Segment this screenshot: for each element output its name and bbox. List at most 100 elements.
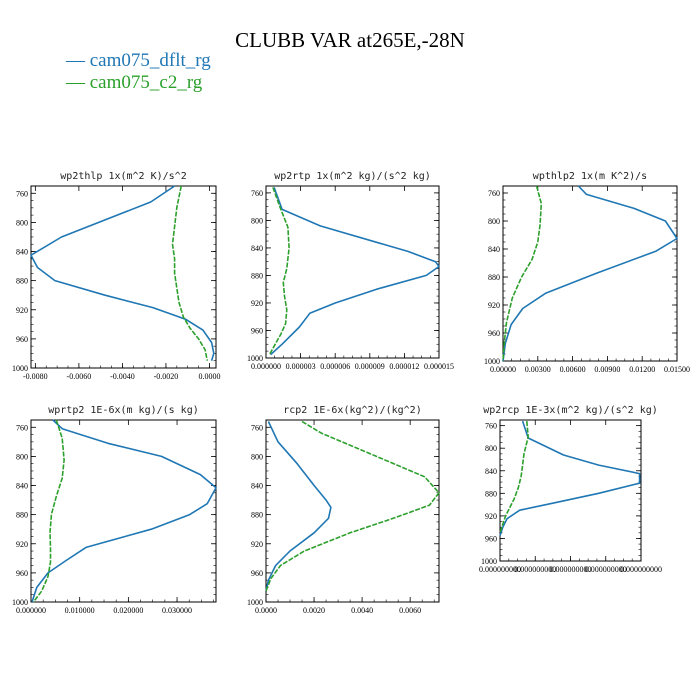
y-tick-label: 880 [485, 489, 497, 498]
x-tick-label: -0.0040 [110, 372, 135, 381]
x-tick-label: 0.000009 [355, 362, 385, 371]
panel-5: wp2rcp 1E-3x(m^2 kg)/(s^2 kg) 760 800 840 88… [479, 405, 662, 574]
x-tick-label: 0.00300 [525, 365, 551, 374]
chart-main-title: CLUBB VAR at265E,-28N [235, 28, 465, 52]
y-tick-label: 920 [251, 299, 263, 308]
x-tick-label: 0.01500 [664, 365, 690, 374]
x-tick-label: 0.000000000 [585, 565, 627, 574]
y-tick-label: 840 [488, 245, 500, 254]
x-tick-label: -0.0020 [154, 372, 179, 381]
y-tick-label: 1000 [12, 364, 28, 373]
y-tick-label: 840 [251, 244, 263, 253]
plot-frame [265, 185, 440, 359]
series-line-cam075_dflt_rg [30, 185, 215, 361]
series-line-cam075_dflt_rg [502, 185, 678, 362]
x-tick-label: 0.0000 [198, 372, 220, 381]
legend-entry-dflt: — cam075_dflt_rg [66, 50, 211, 71]
y-tick-label: 840 [251, 482, 263, 491]
y-tick-label: 880 [251, 511, 263, 520]
y-tick-label: 840 [485, 467, 497, 476]
panel-3: wprtp2 1E-6x(m kg)/(s kg) 760 800 840 880 920… [12, 405, 217, 615]
y-tick-label: 960 [251, 326, 263, 335]
panel-1: wp2rtp 1x(m^2 kg)/(s^2 kg) 760 800 840 880 92… [247, 171, 454, 371]
series-line-cam075_c2_rg [265, 420, 440, 592]
y-tick-label: 760 [251, 423, 263, 432]
x-tick-label: 0.020000 [113, 606, 143, 615]
x-tick-label: 0.00900 [594, 365, 620, 374]
y-tick-label: 960 [488, 329, 500, 338]
series-line-cam075_c2_rg [499, 421, 530, 534]
series-line-cam075_c2_rg [502, 185, 543, 362]
y-tick-label: 920 [16, 540, 28, 549]
panel-title: wp2rcp 1E-3x(m^2 kg)/(s^2 kg) [483, 405, 658, 416]
panel-title: wpthlp2 1x(m K^2)/s [533, 171, 647, 182]
series-line-cam075_c2_rg [268, 187, 290, 355]
plot-frame [502, 185, 678, 362]
plot-frame [30, 185, 217, 369]
x-tick-label: 0.0020 [303, 606, 325, 615]
x-tick-label: 0.000003 [286, 362, 316, 371]
series-line-cam075_dflt_rg [265, 421, 332, 592]
y-tick-label: 840 [16, 482, 28, 491]
plot-frame [30, 419, 217, 603]
y-tick-label: 880 [16, 511, 28, 520]
panel-4: rcp2 1E-6x(kg^2)/(kg^2) 760 800 840 880 920 96… [247, 405, 440, 615]
series-line-cam075_c2_rg [32, 419, 65, 603]
series-line-cam075_c2_rg [171, 185, 209, 361]
panel-title: rcp2 1E-6x(kg^2)/(kg^2) [283, 405, 421, 416]
x-tick-label: 0.000012 [389, 362, 419, 371]
y-tick-label: 960 [16, 335, 28, 344]
x-tick-label: 0.000000000 [479, 565, 521, 574]
x-tick-label: 0.0000 [255, 606, 277, 615]
y-tick-label: 1000 [247, 354, 263, 363]
y-tick-label: 760 [251, 189, 263, 198]
x-tick-label: 0.010000 [65, 606, 95, 615]
y-tick-label: 760 [16, 189, 28, 198]
x-tick-label: 0.00600 [560, 365, 586, 374]
panel-title: wprtp2 1E-6x(m kg)/(s kg) [48, 405, 199, 416]
x-tick-label: -0.0060 [67, 372, 92, 381]
y-tick-label: 760 [16, 423, 28, 432]
y-tick-label: 800 [16, 452, 28, 461]
y-tick-label: 880 [251, 271, 263, 280]
plot-frame [265, 419, 440, 603]
y-tick-label: 960 [485, 534, 497, 543]
x-tick-label: 0.000000 [16, 606, 46, 615]
series-line-cam075_dflt_rg [31, 419, 217, 603]
x-tick-label: 0.000000 [251, 362, 281, 371]
panel-0: wp2thlp 1x(m^2 K)/s^2 760 800 840 880 920 960 1… [12, 171, 220, 381]
x-tick-label: 0.0060 [399, 606, 421, 615]
y-tick-label: 800 [488, 217, 500, 226]
x-tick-label: 0.000000000 [550, 565, 592, 574]
y-tick-label: 1000 [247, 598, 263, 607]
y-tick-label: 1000 [481, 557, 497, 566]
y-tick-label: 760 [485, 422, 497, 431]
y-tick-label: 920 [488, 301, 500, 310]
y-tick-label: 1000 [12, 598, 28, 607]
y-tick-label: 880 [488, 273, 500, 282]
x-tick-label: 0.000000000 [620, 565, 662, 574]
y-tick-label: 800 [485, 444, 497, 453]
panel-2: wpthlp2 1x(m K^2)/s 760 800 840 880 920 960 100… [484, 171, 690, 374]
y-tick-label: 800 [16, 218, 28, 227]
x-tick-label: 0.000015 [424, 362, 454, 371]
x-tick-label: -0.0080 [23, 372, 48, 381]
y-tick-label: 920 [251, 540, 263, 549]
series-line-cam075_dflt_rg [499, 420, 641, 536]
panel-title: wp2thlp 1x(m^2 K)/s^2 [60, 171, 186, 182]
y-tick-label: 920 [16, 306, 28, 315]
y-tick-label: 800 [251, 452, 263, 461]
panel-title: wp2rtp 1x(m^2 kg)/(s^2 kg) [274, 171, 431, 182]
x-tick-label: 0.000006 [320, 362, 350, 371]
y-tick-label: 1000 [484, 357, 500, 366]
y-tick-label: 880 [16, 277, 28, 286]
legend-entry-c2: — cam075_c2_rg [66, 72, 203, 93]
plot-frame [499, 419, 642, 562]
x-tick-label: 0.00000 [490, 365, 516, 374]
x-tick-label: 0.000000000 [514, 565, 556, 574]
x-tick-label: 0.0040 [351, 606, 373, 615]
y-tick-label: 840 [16, 248, 28, 257]
y-tick-label: 960 [16, 569, 28, 578]
y-tick-label: 960 [251, 569, 263, 578]
